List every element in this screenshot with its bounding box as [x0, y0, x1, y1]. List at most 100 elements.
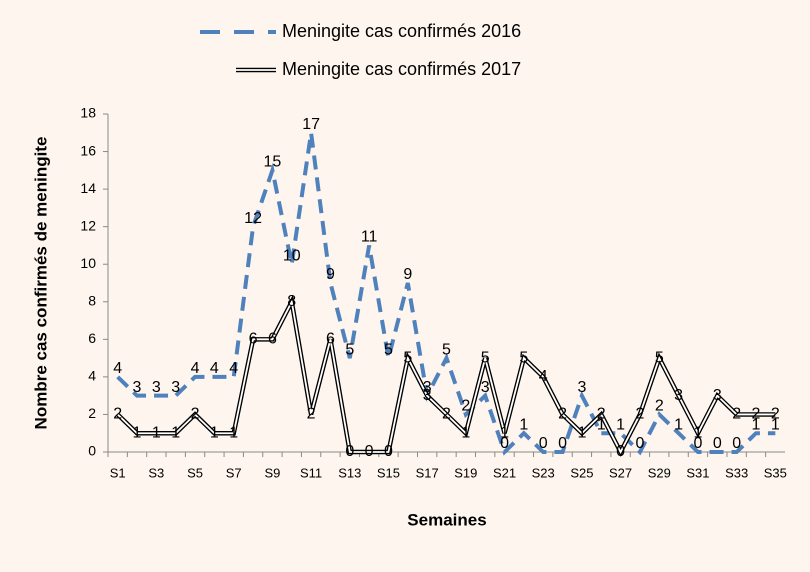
data-label: 11 — [361, 229, 378, 246]
data-label: 2 — [442, 406, 451, 423]
x-tick-label: S11 — [300, 465, 322, 480]
data-label: 4 — [191, 360, 200, 377]
x-tick-label: S15 — [377, 465, 400, 480]
data-label: 0 — [539, 435, 548, 452]
data-label: 4 — [113, 360, 122, 377]
x-tick-label: S5 — [187, 465, 203, 480]
data-label: 1 — [674, 416, 683, 433]
y-tick-label: 4 — [88, 368, 96, 384]
data-label: 5 — [403, 349, 412, 366]
data-label: 4 — [210, 360, 219, 377]
data-label: 2 — [597, 406, 606, 423]
y-tick-label: 12 — [80, 217, 96, 233]
data-label: 1 — [229, 424, 238, 441]
data-label: 1 — [597, 416, 606, 433]
data-label: 6 — [249, 331, 258, 348]
data-label: 0 — [616, 443, 625, 460]
data-label: 3 — [423, 387, 432, 404]
x-tick-label: S17 — [416, 465, 439, 480]
x-tick-label: S27 — [609, 465, 632, 480]
data-label: 2 — [558, 406, 567, 423]
data-label: 1 — [694, 424, 703, 441]
data-label: 6 — [268, 331, 277, 348]
data-label: 3 — [481, 379, 490, 396]
data-label: 10 — [283, 247, 301, 264]
y-tick-label: 2 — [88, 405, 96, 421]
data-label: 8 — [287, 293, 296, 310]
data-label: 1 — [771, 416, 780, 433]
y-tick-label: 6 — [88, 330, 96, 346]
x-tick-label: S35 — [764, 465, 787, 480]
x-axis-title: Semaines — [407, 510, 486, 529]
data-label: 17 — [302, 116, 320, 133]
data-label: 0 — [365, 443, 374, 460]
data-label: 0 — [713, 435, 722, 452]
data-label: 3 — [577, 379, 586, 396]
data-label: 1 — [752, 416, 761, 433]
data-label: 1 — [210, 424, 219, 441]
data-label: 3 — [171, 379, 180, 396]
data-label: 1 — [616, 416, 625, 433]
data-label: 2 — [655, 398, 664, 415]
data-label: 2 — [113, 406, 122, 423]
data-label: 12 — [244, 210, 262, 227]
y-tick-label: 0 — [88, 443, 96, 459]
data-label: 2 — [191, 406, 200, 423]
x-tick-label: S3 — [148, 465, 164, 480]
data-label: 2 — [732, 406, 741, 423]
x-tick-label: S1 — [110, 465, 126, 480]
y-axis-title: Nombre cas confirmés de meningite — [31, 137, 50, 430]
data-label: 2 — [307, 406, 316, 423]
data-label: 4 — [229, 360, 238, 377]
data-label: 5 — [384, 341, 393, 358]
y-tick-label: 18 — [80, 105, 96, 121]
x-tick-label: S23 — [532, 465, 555, 480]
data-label: 0 — [635, 435, 644, 452]
data-label: 1 — [152, 424, 161, 441]
data-label: 2 — [461, 398, 470, 415]
data-label: 5 — [481, 349, 490, 366]
data-label: 5 — [345, 341, 354, 358]
y-tick-label: 16 — [80, 142, 96, 158]
data-label: 5 — [655, 349, 664, 366]
data-label: 3 — [133, 379, 142, 396]
data-label: 1 — [577, 424, 586, 441]
data-label: 2 — [752, 406, 761, 423]
data-label: 9 — [326, 266, 335, 283]
data-label: 1 — [171, 424, 180, 441]
y-tick-label: 8 — [88, 292, 96, 308]
data-label: 3 — [152, 379, 161, 396]
data-label: 0 — [732, 435, 741, 452]
legend-label: Meningite cas confirmés 2016 — [282, 21, 521, 41]
x-tick-label: S9 — [264, 465, 280, 480]
data-label: 0 — [384, 443, 393, 460]
x-tick-label: S31 — [686, 465, 709, 480]
x-tick-label: S25 — [570, 465, 593, 480]
x-tick-label: S13 — [338, 465, 361, 480]
x-tick-label: S33 — [725, 465, 748, 480]
data-label: 15 — [264, 154, 282, 171]
data-label: 1 — [500, 424, 509, 441]
legend-label: Meningite cas confirmés 2017 — [282, 59, 521, 79]
y-tick-label: 10 — [80, 255, 96, 271]
data-label: 9 — [403, 266, 412, 283]
data-label: 2 — [771, 406, 780, 423]
data-label: 4 — [539, 368, 548, 385]
x-tick-label: S7 — [226, 465, 242, 480]
data-label: 6 — [326, 331, 335, 348]
data-label: 0 — [694, 435, 703, 452]
line — [117, 298, 776, 454]
data-label: 0 — [500, 435, 509, 452]
data-label: 3 — [423, 379, 432, 396]
data-label: 0 — [345, 443, 354, 460]
data-label: 0 — [558, 435, 567, 452]
x-tick-label: S19 — [454, 465, 477, 480]
data-label: 1 — [519, 416, 528, 433]
y-tick-label: 14 — [80, 180, 96, 196]
data-label: 5 — [519, 349, 528, 366]
data-label: 2 — [635, 406, 644, 423]
line — [116, 132, 776, 456]
data-label: 5 — [442, 341, 451, 358]
data-label: 1 — [461, 424, 470, 441]
